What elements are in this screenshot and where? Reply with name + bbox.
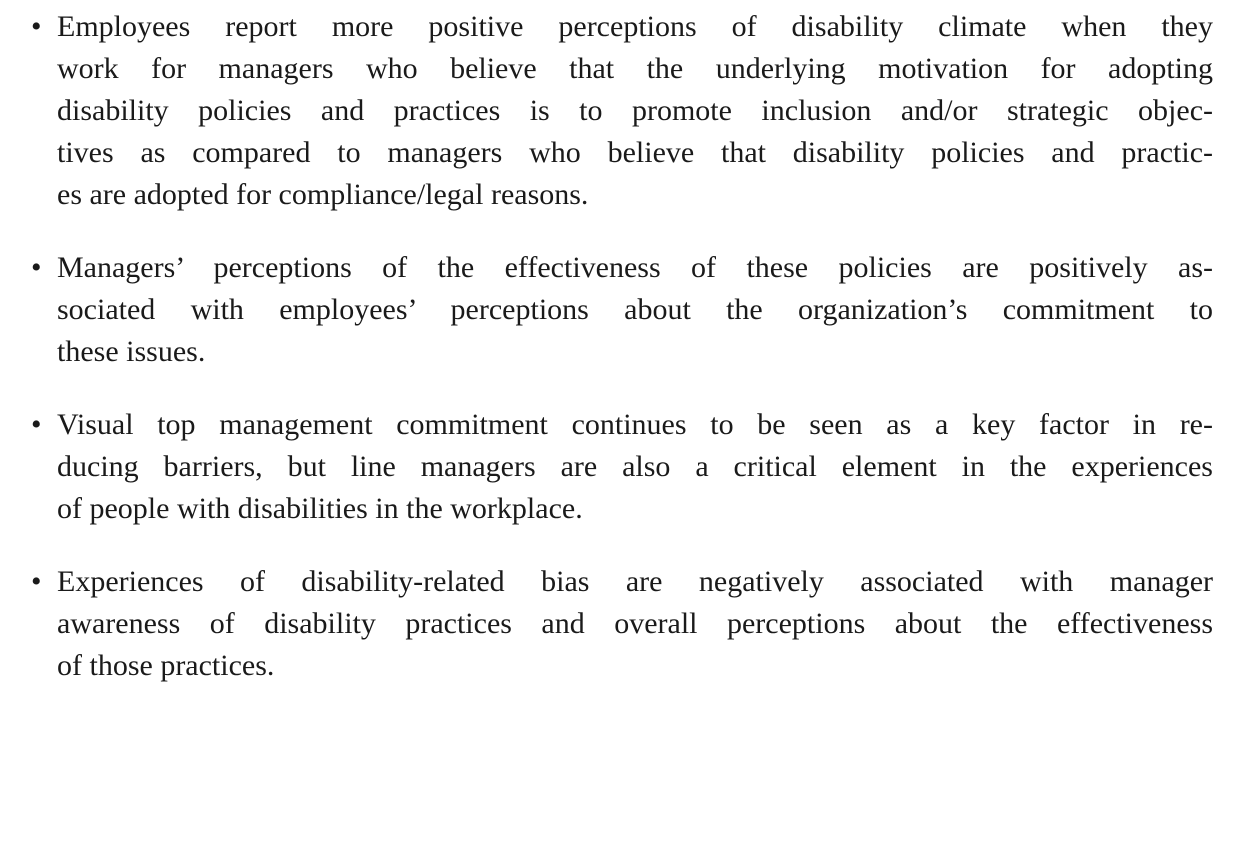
bullet-list: • Employees report more positive percepti… <box>0 6 1213 687</box>
list-item: • Experiences of disability-related bias … <box>0 561 1213 687</box>
list-item: • Employees report more positive percepti… <box>0 6 1213 216</box>
text-line: sociated with employees’ perceptions abo… <box>57 293 1213 326</box>
text-line: Managers’ perceptions of the effectivene… <box>57 251 1213 284</box>
text-line: of people with disabilities in the workp… <box>57 492 583 525</box>
text-line: Employees report more positive perceptio… <box>57 10 1213 43</box>
text-line: these issues. <box>57 335 206 368</box>
bullet-marker: • <box>31 408 42 441</box>
list-item: • Managers’ perceptions of the effectiven… <box>0 247 1213 373</box>
list-item: • Visual top management commitment contin… <box>0 404 1213 530</box>
text-line: tives as compared to managers who believ… <box>57 136 1213 169</box>
text-line: disability policies and practices is to … <box>57 94 1213 127</box>
text-line: of those practices. <box>57 649 275 682</box>
bullet-marker: • <box>31 10 42 43</box>
bullet-marker: • <box>31 565 42 598</box>
text-line: ducing barriers, but line managers are a… <box>57 450 1213 483</box>
text-line: es are adopted for compliance/legal reas… <box>57 178 589 211</box>
bullet-marker: • <box>31 251 42 284</box>
text-line: Visual top management commitment continu… <box>57 408 1213 441</box>
text-line: work for managers who believe that the u… <box>57 52 1213 85</box>
text-line: Experiences of disability-related bias a… <box>57 565 1213 598</box>
text-line: awareness of disability practices and ov… <box>57 607 1213 640</box>
